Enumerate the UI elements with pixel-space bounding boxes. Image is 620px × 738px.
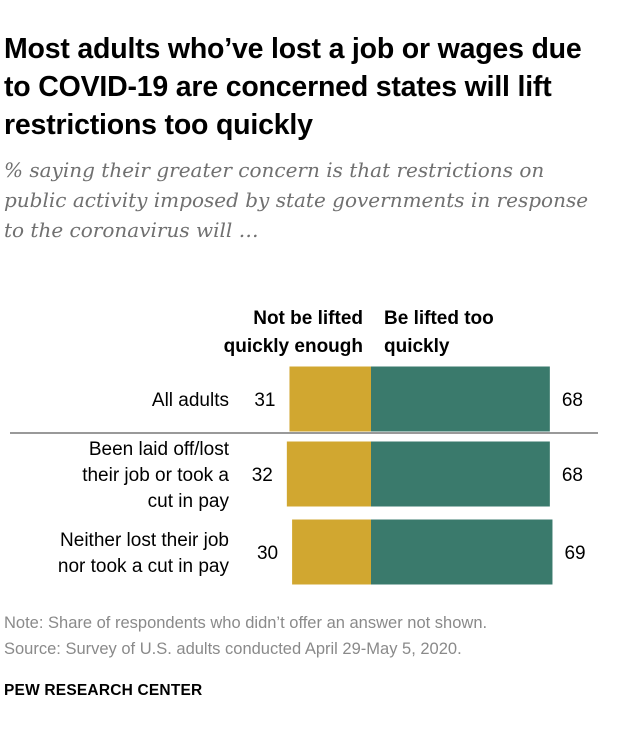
value-label-lifted-too-quickly: 68 bbox=[562, 465, 583, 486]
bar-lifted-too-quickly bbox=[371, 366, 550, 432]
chart-subtitle: % saying their greater concern is that r… bbox=[4, 158, 589, 242]
category-label: their job or took a bbox=[82, 465, 229, 486]
category-label: nor took a cut in pay bbox=[58, 556, 230, 577]
series-header-not-lifted-quickly-enough: Not be lifted bbox=[253, 308, 363, 329]
value-label-not-lifted-quickly-enough: 32 bbox=[252, 465, 273, 486]
category-label: Neither lost their job bbox=[60, 530, 229, 551]
series-header-lifted-too-quickly: quickly bbox=[384, 336, 450, 357]
value-label-not-lifted-quickly-enough: 30 bbox=[257, 543, 278, 564]
bar-not-lifted-quickly-enough bbox=[289, 366, 371, 432]
bar-lifted-too-quickly bbox=[371, 441, 550, 507]
bar-lifted-too-quickly bbox=[371, 519, 553, 585]
value-label-lifted-too-quickly: 68 bbox=[562, 390, 583, 411]
category-label: All adults bbox=[152, 390, 229, 411]
chart-source: Source: Survey of U.S. adults conducted … bbox=[4, 640, 462, 658]
value-label-lifted-too-quickly: 69 bbox=[564, 543, 585, 564]
series-header-lifted-too-quickly: Be lifted too bbox=[384, 308, 494, 329]
chart-title: Most adults who’ve lost a job or wages d… bbox=[4, 33, 582, 141]
diverging-bar-chart: Not be lifted quickly enough Be lifted too… bbox=[10, 308, 598, 585]
series-header-not-lifted-quickly-enough: quickly enough bbox=[224, 336, 363, 357]
bar-not-lifted-quickly-enough bbox=[286, 441, 371, 507]
brand-logo-text: PEW RESEARCH CENTER bbox=[4, 682, 203, 699]
category-label: Been laid off/lost bbox=[89, 439, 230, 460]
chart-note: Note: Share of respondents who didn’t of… bbox=[4, 614, 488, 632]
value-label-not-lifted-quickly-enough: 31 bbox=[254, 390, 275, 411]
category-label: cut in pay bbox=[148, 491, 230, 512]
bar-not-lifted-quickly-enough bbox=[292, 519, 371, 585]
